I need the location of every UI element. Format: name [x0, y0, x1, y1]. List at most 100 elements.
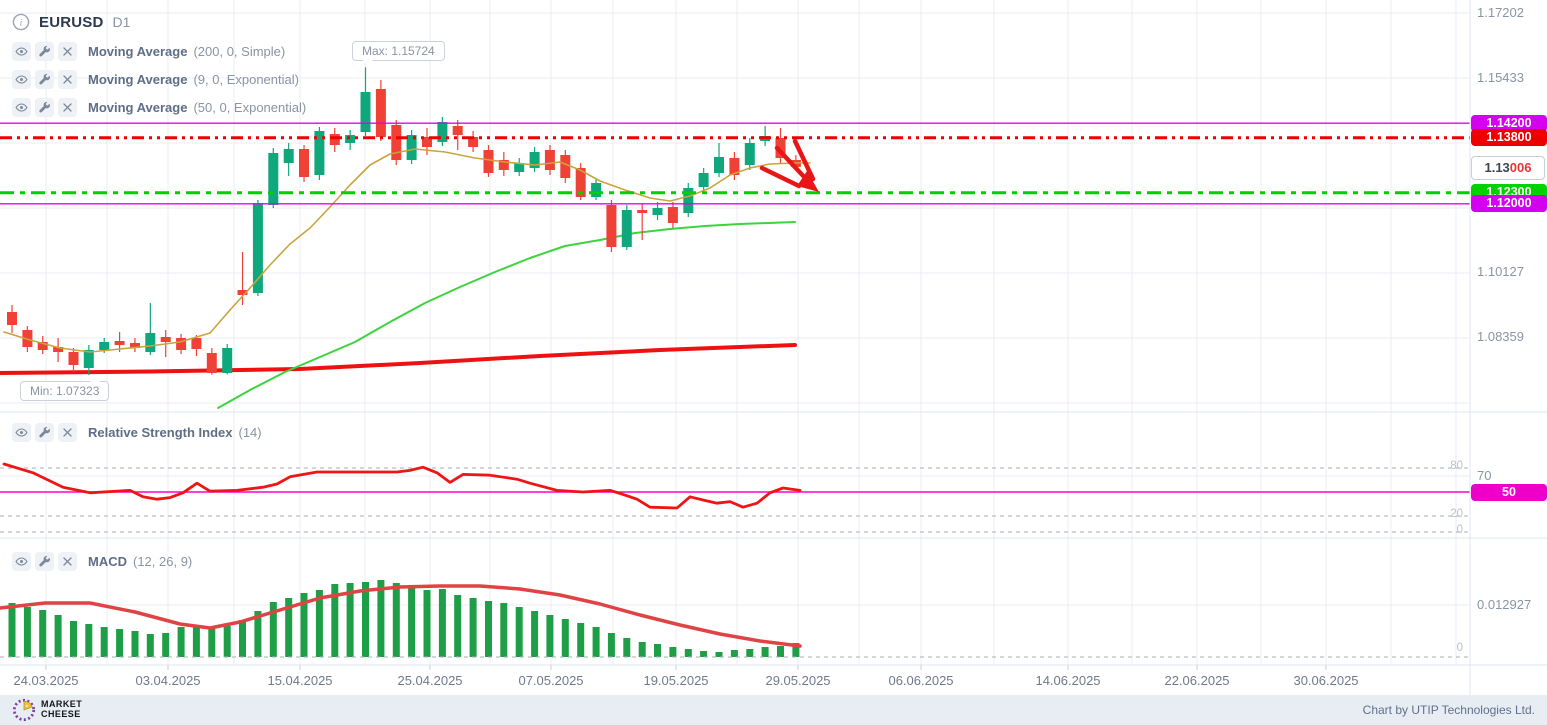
- close-button[interactable]: [58, 97, 77, 117]
- date-label: 24.03.2025: [13, 673, 79, 688]
- date-label: 06.06.2025: [888, 673, 954, 688]
- close-icon: [63, 46, 72, 56]
- indicator-row: Moving Average (200, 0, Simple): [12, 41, 285, 61]
- eye-icon: [15, 46, 28, 56]
- axis-price-label: 1.08359: [1477, 329, 1524, 345]
- logo-line2: CHEESE: [41, 709, 81, 719]
- wrench-icon: [39, 101, 50, 112]
- axis-price-label: 1.15433: [1477, 70, 1524, 85]
- wrench-button[interactable]: [35, 69, 54, 89]
- date-label: 22.06.2025: [1164, 673, 1230, 688]
- chart-canvas[interactable]: [0, 0, 1547, 695]
- close-icon: [63, 74, 72, 84]
- chart-credit: Chart by UTIP Technologies Ltd.: [1362, 703, 1535, 717]
- wrench-button[interactable]: [35, 551, 54, 571]
- current-price-badge: 1.13006: [1471, 155, 1545, 180]
- rsi-level-label: 80: [1450, 460, 1463, 472]
- symbol-name: EURUSD: [39, 13, 104, 31]
- macd-axis-label: 0.012927: [1477, 597, 1532, 612]
- trend-arrow-annotation: [759, 138, 819, 192]
- min-price-tooltip: Min: 1.07323: [20, 376, 110, 401]
- pane-borders: [0, 0, 1547, 695]
- macd-signal-line: [0, 584, 802, 648]
- eye-button[interactable]: [12, 551, 31, 571]
- indicator-row: MACD (12, 26, 9): [12, 551, 192, 571]
- info-icon[interactable]: i: [12, 13, 30, 31]
- wrench-icon: [39, 73, 50, 84]
- close-icon: [63, 102, 72, 112]
- min-price-label: Min: 1.07323: [30, 384, 100, 398]
- date-label: 07.05.2025: [518, 673, 584, 688]
- wrench-icon: [39, 426, 50, 437]
- rsi-pane: [0, 462, 1470, 533]
- eye-icon: [15, 556, 28, 566]
- indicator-name: Moving Average: [88, 43, 188, 59]
- indicator-params: (50, 0, Exponential): [193, 99, 307, 115]
- ema9-line: [3, 148, 811, 353]
- macd-zero-label: 0: [1456, 642, 1463, 654]
- date-label: 25.04.2025: [397, 673, 463, 688]
- level-lines: [0, 122, 1470, 205]
- price-level-badge: 1.14200: [1471, 114, 1547, 132]
- eye-icon: [15, 102, 28, 112]
- indicator-params: (200, 0, Simple): [193, 43, 286, 59]
- date-label: 19.05.2025: [643, 673, 709, 688]
- eye-button[interactable]: [12, 41, 31, 61]
- date-label: 29.05.2025: [765, 673, 831, 688]
- eye-icon: [15, 74, 28, 84]
- market-cheese-logo[interactable]: MARKET CHEESE: [12, 698, 82, 722]
- sma200-line: [0, 343, 797, 375]
- eye-button[interactable]: [12, 422, 31, 442]
- wrench-button[interactable]: [35, 422, 54, 442]
- close-button[interactable]: [58, 69, 77, 89]
- indicator-row: Relative Strength Index (14): [12, 422, 262, 442]
- tooltip-pointer: [89, 376, 102, 383]
- symbol-header: i EURUSD D1: [12, 13, 130, 31]
- close-button[interactable]: [58, 551, 77, 571]
- wrench-icon: [39, 555, 50, 566]
- close-button[interactable]: [58, 422, 77, 442]
- svg-text:i: i: [20, 18, 23, 29]
- indicator-params: (9, 0, Exponential): [193, 71, 299, 87]
- date-label: 30.06.2025: [1293, 673, 1359, 688]
- close-button[interactable]: [58, 41, 77, 61]
- indicator-name: Moving Average: [88, 71, 188, 87]
- indicator-row: Moving Average (9, 0, Exponential): [12, 69, 299, 89]
- rsi-axis-label: 70: [1477, 468, 1492, 483]
- rsi-line: [2, 462, 802, 510]
- date-label: 03.04.2025: [135, 673, 201, 688]
- rsi-level-label: 0: [1456, 524, 1463, 536]
- date-label: 15.04.2025: [267, 673, 333, 688]
- indicator-row: Moving Average (50, 0, Exponential): [12, 97, 306, 117]
- eye-button[interactable]: [12, 97, 31, 117]
- max-price-label: Max: 1.15724: [362, 44, 435, 58]
- macd-histogram: [8, 580, 800, 657]
- wrench-icon: [39, 45, 50, 56]
- logo-line1: MARKET: [41, 699, 83, 710]
- eye-icon: [15, 427, 28, 437]
- cheese-logo-icon: [12, 698, 36, 722]
- close-icon: [63, 427, 72, 437]
- max-price-tooltip: Max: 1.15724: [352, 41, 445, 66]
- price-level-badge: 1.12000: [1471, 195, 1547, 213]
- tooltip-pointer: [362, 59, 374, 66]
- close-icon: [63, 556, 72, 566]
- wrench-button[interactable]: [35, 97, 54, 117]
- indicator-params: (14): [238, 424, 262, 440]
- indicator-name: Relative Strength Index: [88, 424, 233, 440]
- rsi-level-badge: 50: [1471, 483, 1547, 501]
- rsi-level-label: 20: [1450, 508, 1463, 520]
- indicator-name: Moving Average: [88, 99, 188, 115]
- axis-price-label: 1.17202: [1477, 5, 1524, 21]
- timeframe-label[interactable]: D1: [112, 14, 131, 30]
- indicator-params: (12, 26, 9): [133, 553, 193, 569]
- wrench-button[interactable]: [35, 41, 54, 61]
- axis-price-label: 1.10127: [1477, 264, 1524, 280]
- eye-button[interactable]: [12, 69, 31, 89]
- price-level-badge: 1.13800: [1471, 129, 1547, 147]
- date-label: 14.06.2025: [1035, 673, 1101, 688]
- ema50-line: [217, 221, 796, 409]
- logo-text: MARKET CHEESE: [41, 700, 82, 719]
- indicator-name: MACD: [88, 553, 127, 569]
